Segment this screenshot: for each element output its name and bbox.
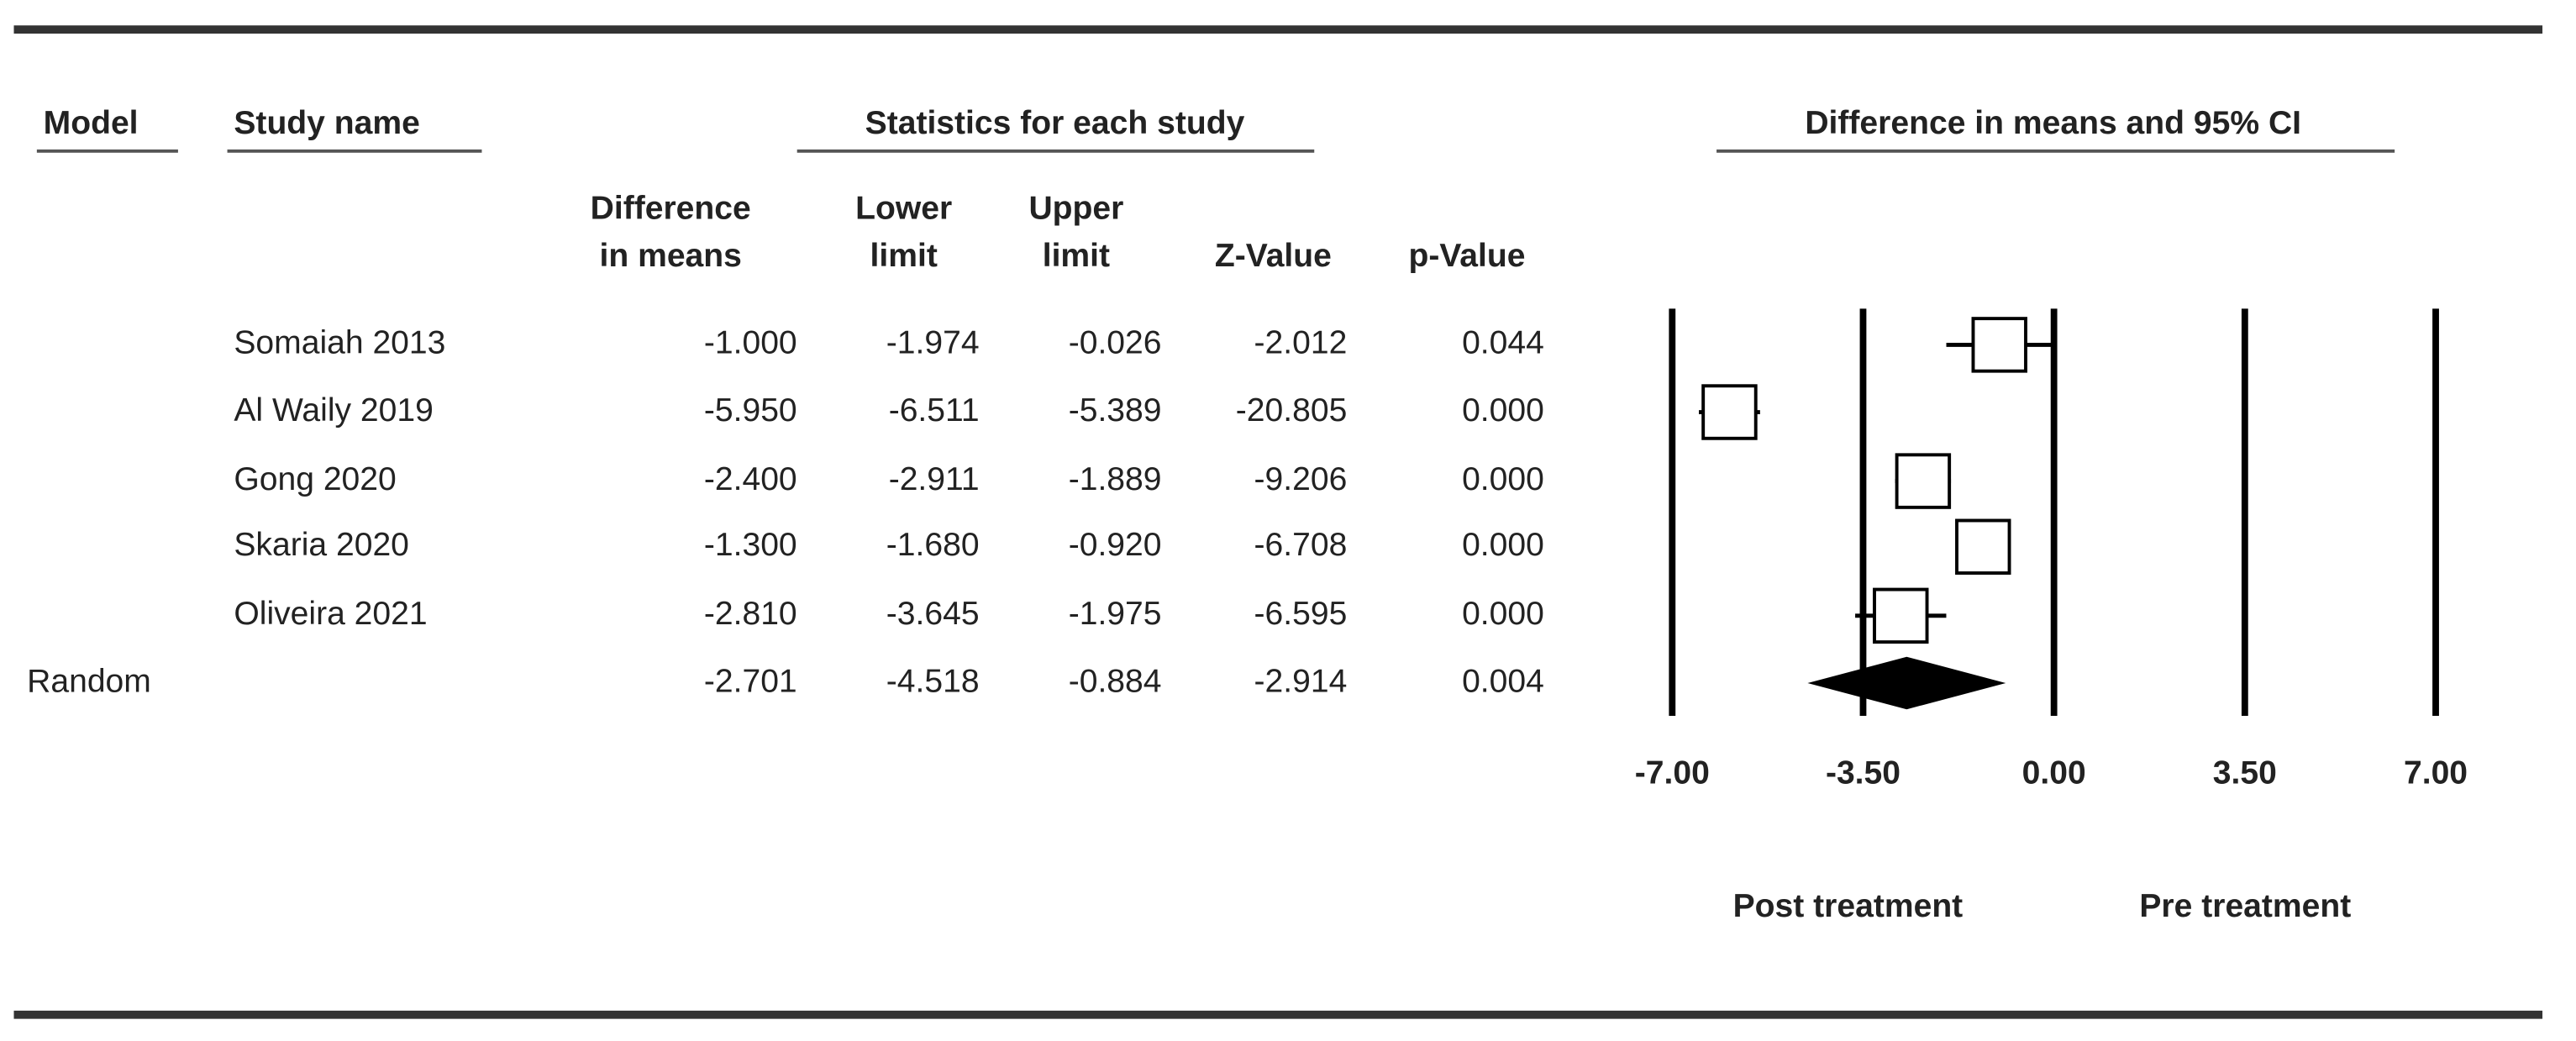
- table-cell: -2.810: [704, 596, 797, 632]
- summary-cell: -4.518: [886, 663, 980, 699]
- model-label: Random: [27, 663, 151, 699]
- column-header: Z-Value: [1215, 238, 1332, 274]
- table-cell: -1.975: [1069, 596, 1162, 632]
- column-header: Difference: [591, 190, 751, 226]
- study-name: Gong 2020: [234, 461, 396, 497]
- table-cell: -0.920: [1069, 527, 1162, 563]
- table-cell: -9.206: [1254, 461, 1348, 497]
- effect-square: [1701, 384, 1758, 440]
- study-name: Al Waily 2019: [234, 392, 433, 428]
- summary-diamond: [1807, 656, 2006, 710]
- table-cell: -1.889: [1069, 461, 1162, 497]
- effect-square: [1971, 317, 2027, 373]
- table-cell: -1.680: [886, 527, 980, 563]
- summary-cell: -2.701: [704, 663, 797, 699]
- summary-cell: -0.884: [1069, 663, 1162, 699]
- table-cell: -3.645: [886, 596, 980, 632]
- table-cell: -1.000: [704, 325, 797, 361]
- model-header: Model: [44, 105, 139, 141]
- summary-cell: 0.004: [1462, 663, 1544, 699]
- side-label: Pre treatment: [2139, 888, 2351, 924]
- summary-cell: -2.914: [1254, 663, 1348, 699]
- plot-header: Difference in means and 95% CI: [1805, 105, 2301, 141]
- x-tick-label: -3.50: [1826, 755, 1900, 791]
- table-cell: -5.950: [704, 392, 797, 428]
- x-tick-label: -7.00: [1635, 755, 1710, 791]
- column-header: Upper: [1028, 190, 1123, 226]
- table-cell: 0.000: [1462, 461, 1544, 497]
- table-cell: 0.000: [1462, 596, 1544, 632]
- table-cell: -6.708: [1254, 527, 1348, 563]
- table-cell: 0.000: [1462, 392, 1544, 428]
- table-cell: 0.044: [1462, 325, 1544, 361]
- column-header: limit: [1043, 238, 1110, 274]
- column-header: in means: [599, 238, 741, 274]
- table-cell: -6.595: [1254, 596, 1348, 632]
- table-cell: -2.012: [1254, 325, 1348, 361]
- study-name: Somaiah 2013: [234, 325, 445, 361]
- table-cell: -0.026: [1069, 325, 1162, 361]
- stats-header: Statistics for each study: [865, 105, 1245, 141]
- study-name: Oliveira 2021: [234, 596, 427, 632]
- table-cell: -6.511: [889, 392, 980, 428]
- x-tick-label: 3.50: [2213, 755, 2277, 791]
- table-cell: -2.911: [889, 461, 980, 497]
- table-cell: -1.974: [886, 325, 980, 361]
- study-header: Study name: [234, 105, 420, 141]
- table-cell: 0.000: [1462, 527, 1544, 563]
- column-header: limit: [870, 238, 938, 274]
- effect-square: [1895, 453, 1952, 509]
- x-tick-label: 7.00: [2404, 755, 2468, 791]
- study-name: Skaria 2020: [234, 527, 409, 563]
- table-cell: -1.300: [704, 527, 797, 563]
- column-header: p-Value: [1409, 238, 1526, 274]
- column-header: Lower: [855, 190, 952, 226]
- table-cell: -2.400: [704, 461, 797, 497]
- table-cell: -20.805: [1236, 392, 1348, 428]
- x-tick-label: 0.00: [2022, 755, 2086, 791]
- effect-square: [1873, 587, 1929, 644]
- side-label: Post treatment: [1733, 888, 1964, 924]
- effect-square: [1955, 518, 2011, 575]
- table-cell: -5.389: [1069, 392, 1162, 428]
